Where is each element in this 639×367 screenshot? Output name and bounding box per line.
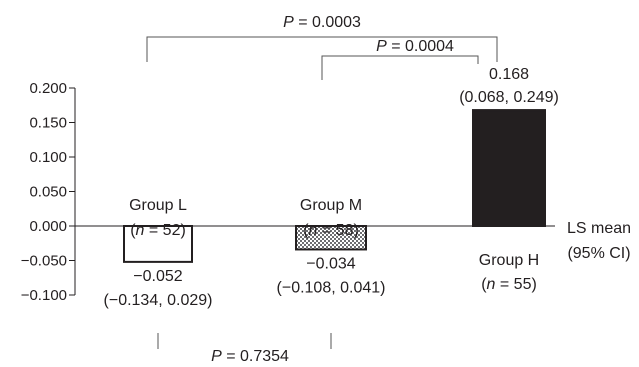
ci-label: (−0.108, 0.041)	[277, 279, 386, 296]
p-value-label: P = 0.7354	[211, 348, 289, 365]
group-n-label: (n = 58)	[303, 222, 359, 239]
bar-group-h	[472, 109, 546, 227]
group-n-label: (n = 52)	[130, 222, 186, 239]
y-tick-label: −0.050	[21, 253, 67, 270]
ci-label: (−0.134, 0.029)	[104, 292, 213, 309]
value-label: −0.052	[133, 268, 182, 285]
y-tick-label: 0.050	[29, 184, 67, 201]
bar-labels: Group L (n = 52) −0.052 (−0.134, 0.029) Grou…	[104, 66, 559, 309]
y-tick-label: 0.100	[29, 149, 67, 166]
ci-label: (0.068, 0.249)	[459, 89, 559, 106]
bar-group-l	[123, 225, 193, 263]
p-value-label: P = 0.0004	[376, 38, 454, 55]
comparison-brackets: P = 0.0003 P = 0.0004 P = 0.7354	[146, 14, 498, 365]
y-tick-label: 0.000	[29, 218, 67, 235]
bracket-m-vs-h	[321, 55, 479, 80]
y-axis-label-line-1: LS mean	[567, 220, 631, 237]
y-tick-label: 0.150	[29, 115, 67, 132]
y-axis-label-line-2: (95% CI)	[567, 245, 630, 262]
group-label: Group H	[479, 252, 539, 269]
bar-group-m	[295, 225, 367, 251]
y-tick-label: 0.200	[29, 80, 67, 97]
bracket-l-vs-h	[146, 36, 498, 62]
p-value-label: P = 0.0003	[283, 14, 361, 31]
value-label: −0.034	[306, 255, 355, 272]
y-tick-label: −0.100	[21, 287, 67, 304]
group-label: Group M	[300, 197, 362, 214]
group-n-label: (n = 55)	[481, 276, 537, 293]
value-label: 0.168	[489, 66, 529, 83]
bars	[123, 109, 546, 263]
group-label: Group L	[129, 197, 187, 214]
